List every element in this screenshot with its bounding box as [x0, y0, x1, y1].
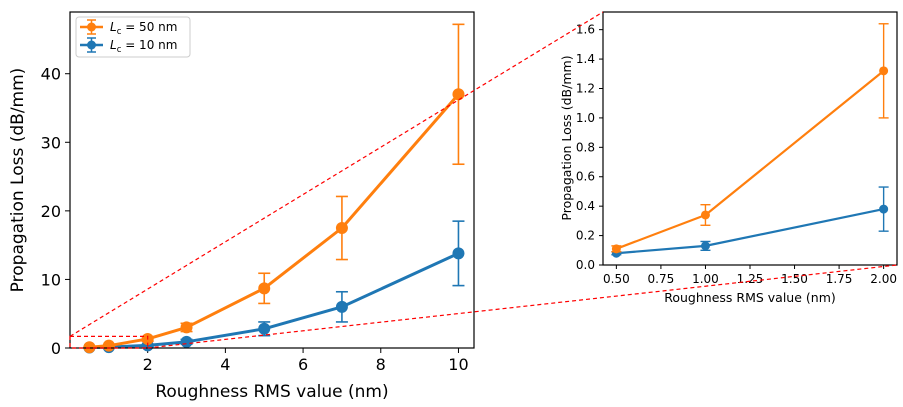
inset-x-tick-label: 1.00 [692, 272, 719, 286]
legend: Lc = 50 nm Lc = 10 nm [75, 16, 191, 58]
legend-label-blue-sub: c [117, 45, 122, 55]
inset-x-tick-label: 2.00 [870, 272, 897, 286]
inset-y-tick-label: 0.0 [576, 258, 595, 272]
inset-series-line-0 [615, 69, 885, 250]
main-y-tick-label: 10 [41, 270, 61, 289]
legend-marker-blue [87, 40, 96, 50]
main-data-point [180, 335, 193, 348]
inset-x-axis-label: Roughness RMS value (nm) [664, 290, 836, 305]
inset-y-tick-label: 1.4 [576, 52, 595, 66]
legend-marker-orange [87, 22, 96, 32]
inset-x-tick-label: 1.75 [826, 272, 853, 286]
main-axes-frame [69, 11, 475, 349]
inset-x-tick-label: 1.25 [737, 272, 764, 286]
inset-data-point [611, 244, 621, 254]
zoom-indicator [69, 11, 898, 349]
main-y-tick-label: 0 [51, 339, 61, 358]
main-y-tick-label: 20 [41, 202, 61, 221]
legend-label-blue-rest: = 10 nm [121, 38, 177, 52]
legend-label-blue-main: L [110, 38, 117, 52]
inset-y-tick-label: 1.0 [576, 111, 595, 125]
main-axes: 2 4 6 8 10 0 10 20 30 40 Roughness RMS value (nm)… [8, 11, 475, 402]
inset-data-point [879, 66, 889, 76]
main-y-axis-label: Propagation Loss (dB/mm) [8, 68, 28, 293]
main-y-tick-label: 30 [41, 133, 61, 152]
legend-label-orange-sub: c [117, 27, 122, 37]
inset-y-tick-label: 1.2 [576, 81, 595, 95]
main-data-point [452, 88, 465, 101]
main-data-point [335, 222, 348, 234]
main-series [83, 23, 465, 354]
inset-y-tick-label: 1.6 [576, 23, 595, 37]
legend-entry-orange: Lc = 50 nm [80, 19, 177, 37]
inset-y-tick-label: 0.2 [576, 229, 595, 243]
main-x-tick-label: 10 [448, 355, 468, 374]
inset-series [611, 23, 889, 258]
main-data-point [335, 300, 348, 313]
legend-label-orange: Lc = 50 nm [110, 20, 177, 37]
zoom-connector-top [69, 11, 604, 337]
main-data-point [102, 339, 115, 352]
zoom-region-rect [69, 335, 149, 349]
main-x-axis-label: Roughness RMS value (nm) [155, 382, 388, 402]
inset-axes: 0.50 0.75 1.00 1.25 1.50 1.75 2.00 0.0 0.2 0.4 0.6… [559, 11, 898, 305]
inset-x-tick-label: 1.50 [781, 272, 808, 286]
legend-box [75, 16, 191, 58]
main-x-tick-label: 6 [298, 355, 308, 374]
inset-y-tick-label: 0.8 [576, 140, 595, 154]
inset-y-axis-label: Propagation Loss (dB/mm) [559, 55, 574, 220]
main-data-point [258, 322, 271, 335]
main-series-line-1 [87, 251, 460, 349]
inset-data-point [700, 210, 710, 220]
inset-series-line-1 [615, 208, 885, 255]
inset-y-tick-label: 0.6 [576, 170, 595, 184]
zoom-connector-bottom [147, 264, 898, 349]
main-data-point [83, 341, 96, 354]
main-x-tick-label: 4 [220, 355, 230, 374]
inset-axes-frame [602, 11, 898, 266]
legend-label-orange-main: L [110, 20, 117, 34]
legend-label-blue: Lc = 10 nm [110, 38, 177, 55]
main-x-tick-label: 8 [376, 355, 386, 374]
inset-data-point [700, 241, 710, 251]
main-ticks: 2 4 6 8 10 0 10 20 30 40 [41, 65, 469, 374]
inset-data-point [879, 204, 889, 214]
legend-entry-blue: Lc = 10 nm [80, 37, 177, 55]
legend-label-orange-rest: = 50 nm [121, 20, 177, 34]
main-data-point [258, 282, 271, 295]
main-data-point [452, 247, 465, 260]
main-series-line-0 [87, 92, 460, 349]
inset-x-tick-label: 0.50 [603, 272, 630, 286]
main-data-point [180, 321, 193, 334]
main-x-tick-label: 2 [143, 355, 153, 374]
inset-x-tick-label: 0.75 [648, 272, 675, 286]
main-y-tick-label: 40 [41, 65, 61, 84]
inset-y-tick-label: 0.4 [576, 199, 595, 213]
